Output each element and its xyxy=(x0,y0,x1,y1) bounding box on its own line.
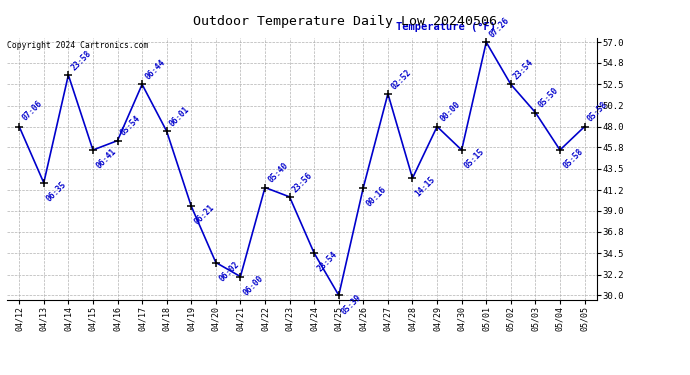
Text: 05:39: 05:39 xyxy=(340,292,364,316)
Text: 06:35: 06:35 xyxy=(45,180,68,204)
Text: 06:44: 06:44 xyxy=(144,58,167,82)
Text: 07:06: 07:06 xyxy=(21,99,44,123)
Text: 05:54: 05:54 xyxy=(119,114,142,138)
Text: 05:58: 05:58 xyxy=(586,100,609,124)
Text: 07:26: 07:26 xyxy=(487,16,511,39)
Text: 00:16: 00:16 xyxy=(364,184,388,208)
Text: 02:52: 02:52 xyxy=(389,68,413,91)
Text: 06:01: 06:01 xyxy=(168,105,192,129)
Text: Temperature (°F): Temperature (°F) xyxy=(396,22,496,32)
Text: 06:21: 06:21 xyxy=(193,203,216,227)
Text: 23:56: 23:56 xyxy=(290,171,315,194)
Text: 23:58: 23:58 xyxy=(70,49,93,72)
Text: 14:15: 14:15 xyxy=(414,175,437,199)
Text: 05:58: 05:58 xyxy=(561,147,585,171)
Text: Copyright 2024 Cartronics.com: Copyright 2024 Cartronics.com xyxy=(7,41,148,50)
Text: 05:50: 05:50 xyxy=(537,86,560,110)
Text: 06:02: 06:02 xyxy=(217,260,241,283)
Text: 06:00: 06:00 xyxy=(241,274,265,297)
Text: 06:41: 06:41 xyxy=(94,147,118,171)
Text: 00:00: 00:00 xyxy=(438,100,462,124)
Text: 05:40: 05:40 xyxy=(266,161,290,185)
Text: 23:54: 23:54 xyxy=(315,250,339,274)
Text: 05:15: 05:15 xyxy=(463,147,486,171)
Text: 23:54: 23:54 xyxy=(512,58,535,82)
Text: Outdoor Temperature Daily Low 20240506: Outdoor Temperature Daily Low 20240506 xyxy=(193,15,497,28)
